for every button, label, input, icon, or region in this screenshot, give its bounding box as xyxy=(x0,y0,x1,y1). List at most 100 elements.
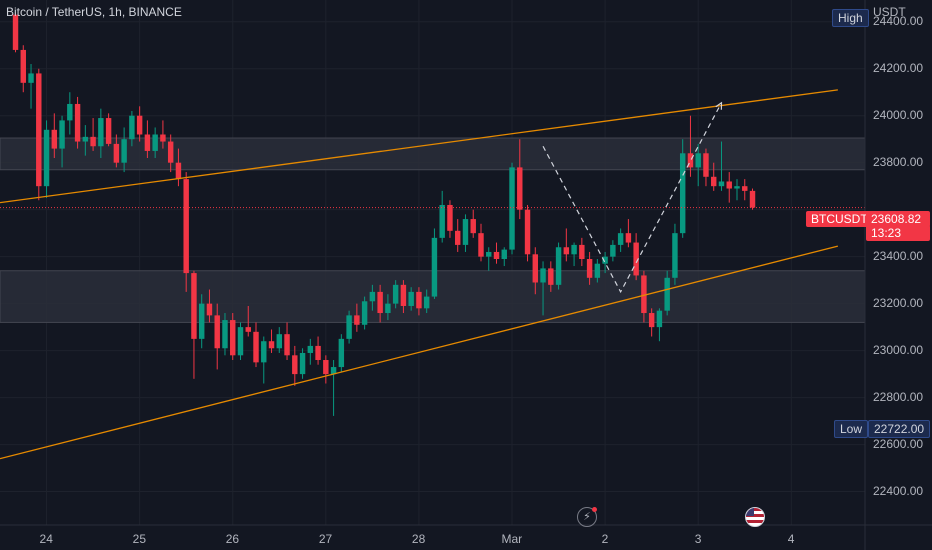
candle-body xyxy=(82,136,89,142)
candle-body xyxy=(656,310,663,328)
time-tick-label: 24 xyxy=(39,532,53,546)
lightning-icon[interactable]: ⚡ xyxy=(577,507,597,527)
candle-body xyxy=(136,115,143,135)
candle-body xyxy=(385,303,391,314)
price-tick-label: 22600.00 xyxy=(873,436,924,451)
candle-body xyxy=(245,327,251,332)
candle-body xyxy=(369,291,376,302)
time-tick-label: 3 xyxy=(694,532,702,546)
candle-body xyxy=(214,315,220,349)
candle-body xyxy=(687,153,694,168)
time-tick-label: 27 xyxy=(318,532,333,546)
candle-body xyxy=(416,291,422,309)
candle-body xyxy=(555,247,562,285)
symbol-title[interactable]: Bitcoin / TetherUS, 1h, BINANCE xyxy=(6,5,182,19)
candle-body xyxy=(59,120,65,149)
candle-body xyxy=(734,186,740,189)
candle-body xyxy=(524,209,531,255)
candle-body xyxy=(532,254,539,283)
candle-body xyxy=(610,244,616,257)
time-tick-label: 26 xyxy=(225,532,240,546)
candle-body xyxy=(253,331,259,363)
candle-body xyxy=(641,275,647,314)
candle-body xyxy=(198,303,205,339)
candle-body xyxy=(423,296,430,309)
us-flag-icon[interactable] xyxy=(745,507,765,527)
candle-body xyxy=(98,118,104,147)
candle-body xyxy=(501,249,507,259)
bar-countdown: 13:23 xyxy=(866,225,930,241)
price-tick-label: 23400.00 xyxy=(873,248,924,263)
candle-body xyxy=(28,73,34,83)
price-tick-label: 23800.00 xyxy=(873,154,924,169)
candle-body xyxy=(113,143,120,163)
candle-body xyxy=(74,103,81,142)
candle-body xyxy=(167,141,174,163)
candle-body xyxy=(718,181,725,187)
candle-body xyxy=(222,320,228,349)
candle-body xyxy=(354,315,360,325)
candle-body xyxy=(230,320,236,356)
candle-body xyxy=(462,219,469,245)
candle-body xyxy=(284,334,290,356)
low-marker-value: 22722.00 xyxy=(868,420,931,438)
candle-body xyxy=(67,103,73,121)
candle-body xyxy=(602,256,608,264)
candle-body xyxy=(648,313,655,328)
candle-body xyxy=(617,233,624,245)
candle-body xyxy=(563,247,570,255)
candle-body xyxy=(548,268,554,285)
candle-body xyxy=(323,360,329,375)
candle-body xyxy=(540,268,546,283)
candle-body xyxy=(276,334,282,349)
candle-body xyxy=(105,118,112,144)
time-tick-label: 25 xyxy=(132,532,146,546)
candle-body xyxy=(447,204,453,231)
candle-body xyxy=(703,153,709,177)
candle-body xyxy=(571,244,577,255)
candle-body xyxy=(268,341,275,349)
candle-body xyxy=(299,352,306,375)
candle-body xyxy=(742,186,748,191)
price-tick-label: 24000.00 xyxy=(873,107,924,122)
candle-body xyxy=(454,230,461,245)
candle-body xyxy=(20,49,26,83)
candle-body xyxy=(672,233,678,278)
candle-body xyxy=(330,367,337,375)
candle-body xyxy=(191,273,197,339)
candle-body xyxy=(392,284,399,304)
candle-body xyxy=(152,134,158,151)
candle-body xyxy=(36,73,42,187)
candle-body xyxy=(695,153,701,168)
candle-body xyxy=(470,219,476,234)
candle-body xyxy=(12,14,19,50)
current-symbol-label: BTCUSDT xyxy=(806,211,873,227)
price-axis-unit: USDT xyxy=(873,5,906,19)
candle-body xyxy=(377,291,383,314)
candle-body xyxy=(43,129,50,187)
candle-body xyxy=(408,291,414,306)
candle-body xyxy=(625,233,632,243)
candle-body xyxy=(594,263,601,278)
candle-body xyxy=(206,303,213,316)
candle-body xyxy=(292,355,298,375)
projection-path xyxy=(542,102,723,294)
support-resistance-zone xyxy=(0,137,866,171)
candle-body xyxy=(237,327,244,356)
time-tick-label: 2 xyxy=(601,532,609,546)
candle-body xyxy=(517,167,523,210)
candle-body xyxy=(160,134,166,142)
candle-body xyxy=(261,341,267,363)
candle-body xyxy=(175,162,182,180)
candle-body xyxy=(486,251,492,257)
candle-body xyxy=(749,190,756,208)
price-tick-label: 22800.00 xyxy=(873,389,924,404)
candle-body xyxy=(129,115,135,140)
candle-body xyxy=(679,153,686,234)
high-marker-label: High xyxy=(832,9,869,27)
candle-body xyxy=(711,176,717,187)
candle-body xyxy=(431,237,438,297)
time-tick-label: 4 xyxy=(787,532,795,546)
